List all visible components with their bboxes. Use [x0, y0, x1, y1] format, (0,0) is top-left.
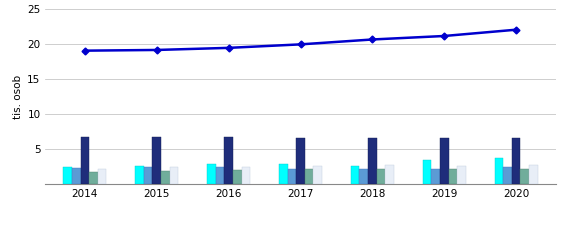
Bar [440, 138, 448, 184]
Bar [422, 160, 431, 184]
Bar [81, 137, 89, 184]
Bar [144, 167, 153, 184]
Bar [457, 166, 466, 184]
Bar [431, 169, 440, 184]
Bar [287, 169, 296, 184]
Bar [215, 167, 225, 184]
Bar [305, 169, 314, 184]
Bar [351, 166, 359, 184]
Bar [368, 138, 376, 184]
Bar [207, 164, 215, 184]
Bar [448, 169, 457, 184]
Bar [233, 170, 242, 184]
Bar [161, 171, 170, 184]
Bar [376, 169, 386, 184]
Bar [521, 169, 529, 184]
Bar [170, 167, 179, 184]
Bar [135, 166, 144, 184]
Bar [89, 172, 98, 184]
Bar [279, 164, 287, 184]
Bar [72, 168, 81, 184]
Bar [386, 165, 394, 184]
Bar [314, 166, 322, 184]
Bar [64, 167, 72, 184]
Bar [225, 137, 233, 184]
Y-axis label: tis. osob: tis. osob [13, 75, 23, 119]
Bar [242, 167, 250, 184]
Bar [529, 164, 538, 184]
Bar [512, 138, 521, 184]
Bar [503, 167, 512, 184]
Bar [98, 169, 107, 184]
Bar [296, 138, 305, 184]
Bar [153, 137, 161, 184]
Bar [494, 158, 503, 184]
Bar [359, 169, 368, 184]
